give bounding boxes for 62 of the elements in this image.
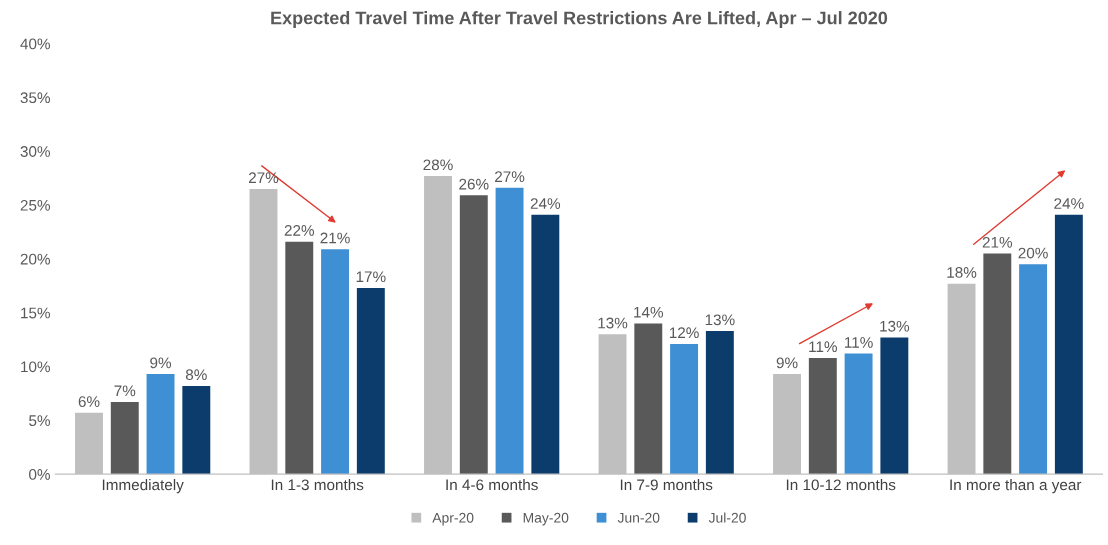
y-tick-label: 40% — [20, 38, 50, 50]
x-tick-label: Immediately — [102, 479, 184, 494]
bar — [285, 241, 314, 475]
bar — [110, 402, 139, 475]
bar — [459, 195, 488, 475]
bar — [844, 353, 873, 475]
y-tick-label: 15% — [21, 307, 50, 319]
bar — [634, 323, 663, 475]
bar — [321, 249, 350, 475]
data-label: 9% — [150, 357, 172, 369]
x-tick-label: In 10-12 months — [786, 479, 896, 491]
data-label: 24% — [1054, 198, 1084, 209]
data-label: 13% — [598, 317, 628, 329]
bar — [1054, 214, 1083, 475]
bar — [495, 187, 524, 475]
data-label: 14% — [634, 306, 664, 318]
data-label: 26% — [459, 178, 489, 190]
data-label: 7% — [114, 385, 136, 397]
data-label: 17% — [356, 271, 386, 283]
data-label: 24% — [530, 198, 561, 209]
bar — [146, 374, 175, 475]
bar — [808, 357, 837, 475]
data-label: 13% — [880, 320, 910, 332]
bar — [356, 287, 385, 475]
data-label: 11% — [845, 337, 873, 348]
bar — [705, 330, 734, 475]
y-tick-label: 35% — [20, 92, 50, 104]
y-tick-label: 20% — [20, 253, 50, 265]
data-label: 28% — [423, 159, 453, 171]
data-label: 21% — [320, 232, 350, 244]
x-tick-label: In more than a year — [950, 479, 1082, 494]
y-tick-label: 10% — [21, 361, 50, 373]
data-label: 9% — [776, 357, 798, 369]
y-tick-label: 30% — [20, 146, 50, 157]
legend-label: May-20 — [523, 512, 569, 526]
data-label: 11% — [809, 341, 837, 353]
y-tick-label: 0% — [29, 469, 50, 480]
bar — [880, 337, 909, 475]
data-label: 12% — [669, 327, 699, 339]
data-label: 27% — [495, 171, 525, 182]
chart-title: Expected Travel Time After Travel Restrictions Are Lifted, Apr – Jul 2020 — [271, 11, 888, 28]
x-tick-label: In 1-3 months — [271, 479, 364, 491]
data-label: 13% — [705, 314, 735, 326]
data-label: 22% — [284, 225, 315, 236]
legend-label: Apr-20 — [432, 512, 474, 526]
x-tick-label: In 4-6 months — [446, 479, 538, 491]
data-label: 8% — [185, 369, 207, 381]
bar — [531, 214, 560, 475]
data-label: 20% — [1018, 247, 1048, 259]
data-label: 18% — [947, 267, 977, 278]
bar — [182, 385, 211, 475]
x-tick-label: In 7-9 months — [620, 479, 713, 491]
y-tick-label: 25% — [20, 199, 50, 211]
legend-label: Jun-20 — [617, 512, 660, 523]
legend-label: Jul-20 — [708, 512, 746, 523]
bar — [1019, 264, 1048, 475]
bar — [983, 253, 1012, 475]
y-tick-label: 5% — [29, 415, 50, 427]
data-label: 21% — [982, 236, 1013, 248]
data-label: 6% — [78, 396, 100, 407]
data-label: 27% — [248, 172, 279, 184]
bar — [670, 343, 699, 475]
